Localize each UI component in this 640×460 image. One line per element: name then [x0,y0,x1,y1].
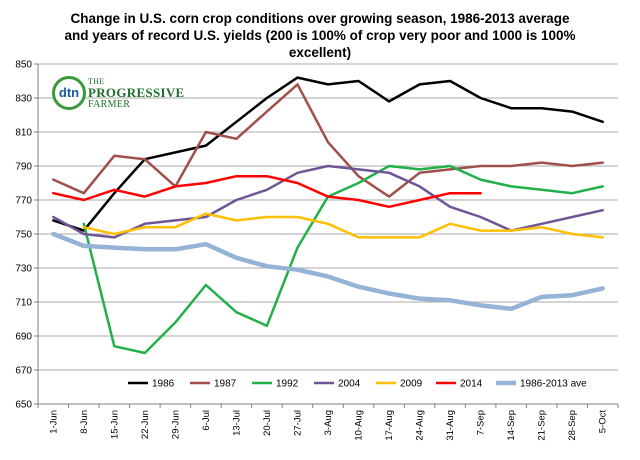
x-tick-label: 6-Jul [201,410,212,431]
y-tick-label: 730 [15,264,32,275]
x-tick-label: 22-Jun [140,410,151,439]
series-line-1992 [82,164,604,355]
dtn-progressive-farmer-logo: dtn THE PROGRESSIVE FARMER [52,76,185,112]
y-tick-label: 790 [15,162,32,173]
y-tick-label: 690 [15,332,32,343]
legend-label: 1986 [152,379,175,390]
legend: 1986 1987 1992 2004 2009 2014 1986-2013 ave [128,379,587,390]
x-tick-label: 13-Jul [231,410,242,436]
x-tick-label: 17-Aug [384,410,395,441]
series-line-2004 [52,164,604,239]
dtn-logo-icon: dtn [52,76,86,110]
x-tick-label: 8-Jun [79,410,90,434]
x-tick-label: 7-Sep [476,410,487,435]
logo-line2: PROGRESSIVE [88,85,185,100]
y-tick-label: 650 [15,400,32,411]
x-tick-label: 20-Jul [262,410,273,436]
x-tick-label: 10-Aug [354,410,365,441]
legend-label: 2004 [338,379,361,390]
x-tick-label: 29-Jun [170,410,181,439]
x-axis-ticks: 1-Jun 8-Jun 15-Jun 22-Jun 29-Jun 6-Jul 13-Jul 2… [37,404,619,441]
y-tick-label: 830 [15,94,32,105]
y-axis-ticks: 650 670 690 710 730 750 770 790 810 830 850 [15,60,38,411]
series-line-1986-2013-ave [51,231,605,312]
y-tick-label: 750 [15,230,32,241]
y-tick-label: 770 [15,196,32,207]
y-tick-label: 670 [15,366,32,377]
x-tick-label: 5-Oct [598,410,609,434]
y-tick-label: 810 [15,128,32,139]
legend-label: 1986-2013 ave [520,379,587,390]
x-tick-label: 21-Sep [537,410,548,441]
legend-label: 1987 [214,379,237,390]
series-line-2014 [52,174,482,209]
chart-title: Change in U.S. corn crop conditions over… [64,11,576,60]
legend-label: 2014 [460,379,483,390]
x-tick-label: 14-Sep [506,410,517,441]
series-line-1987 [52,83,604,198]
x-tick-label: 24-Aug [415,410,426,441]
legend-label: 1992 [276,379,299,390]
logo-line1: THE [88,77,105,86]
x-tick-label: 27-Jul [292,410,303,436]
logo-line3: FARMER [88,99,131,110]
series-lines [51,76,605,355]
y-tick-label: 710 [15,298,32,309]
x-tick-label: 3-Aug [323,410,334,435]
gridlines [38,63,618,405]
logo-wordmark: THE PROGRESSIVE FARMER [88,77,185,110]
x-tick-label: 28-Sep [567,410,578,441]
x-tick-label: 1-Jun [48,410,59,434]
series-line-2009 [82,212,604,239]
y-tick-label: 850 [15,60,32,71]
x-tick-label: 31-Aug [445,410,456,441]
x-tick-label: 15-Jun [109,410,120,439]
legend-label: 2009 [400,379,423,390]
